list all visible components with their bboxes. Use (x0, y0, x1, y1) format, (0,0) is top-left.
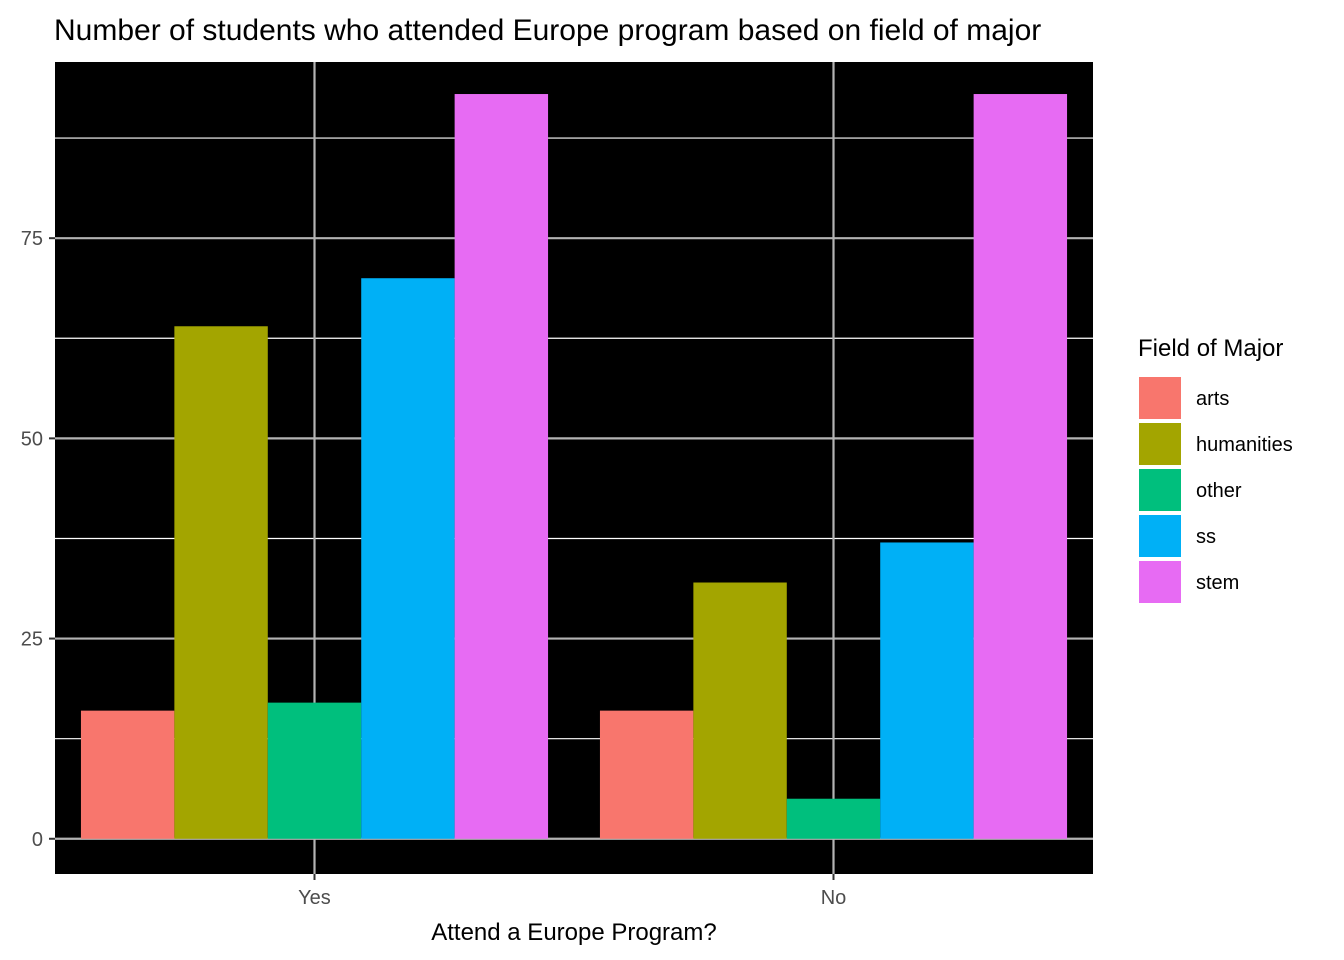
y-tick-label: 0 (32, 829, 43, 851)
x-tick-label: Yes (298, 887, 331, 909)
legend-key-ss (1139, 515, 1181, 557)
legend: Field of Major arts humanities other ss stem (1138, 335, 1293, 604)
legend-label-other: other (1196, 480, 1242, 502)
y-tick-label: 50 (21, 428, 43, 450)
legend-title: Field of Major (1138, 335, 1283, 362)
x-axis: Yes No (298, 874, 846, 909)
legend-key-arts (1139, 377, 1181, 419)
y-tick-label: 75 (21, 228, 43, 250)
chart-title: Number of students who attended Europe p… (54, 14, 1041, 47)
bar-arts-yes (80, 710, 175, 839)
x-tick-label: No (821, 887, 847, 909)
legend-key-other (1139, 469, 1181, 511)
bar-humanities-yes (174, 326, 268, 839)
x-axis-title: Attend a Europe Program? (431, 919, 717, 946)
bar-ss-no (880, 542, 974, 839)
legend-label-stem: stem (1196, 572, 1239, 594)
bar-arts-no (599, 710, 694, 839)
bars (80, 94, 1068, 839)
bar-other-no (786, 798, 881, 839)
legend-label-ss: ss (1196, 526, 1216, 548)
bar-other-yes (267, 702, 362, 839)
y-axis: 0 25 50 75 (21, 228, 55, 851)
legend-key-humanities (1139, 423, 1181, 465)
bar-stem-yes (454, 94, 549, 839)
y-tick-label: 25 (21, 629, 43, 651)
bar-humanities-no (693, 582, 787, 839)
legend-key-stem (1139, 561, 1181, 603)
bar-ss-yes (361, 278, 455, 839)
legend-label-arts: arts (1196, 388, 1229, 410)
legend-label-humanities: humanities (1196, 434, 1293, 456)
bar-stem-no (973, 94, 1068, 839)
